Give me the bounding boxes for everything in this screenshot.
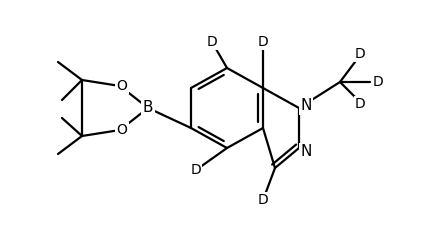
Text: B: B xyxy=(143,100,153,115)
Text: N: N xyxy=(300,99,312,114)
Text: D: D xyxy=(258,35,268,49)
Text: N: N xyxy=(300,145,312,160)
Text: D: D xyxy=(354,97,365,111)
Text: D: D xyxy=(191,163,201,177)
Text: D: D xyxy=(354,47,365,61)
Text: D: D xyxy=(373,75,384,89)
Text: O: O xyxy=(117,123,128,137)
Text: O: O xyxy=(117,79,128,93)
Text: D: D xyxy=(258,193,268,207)
Text: D: D xyxy=(207,35,217,49)
